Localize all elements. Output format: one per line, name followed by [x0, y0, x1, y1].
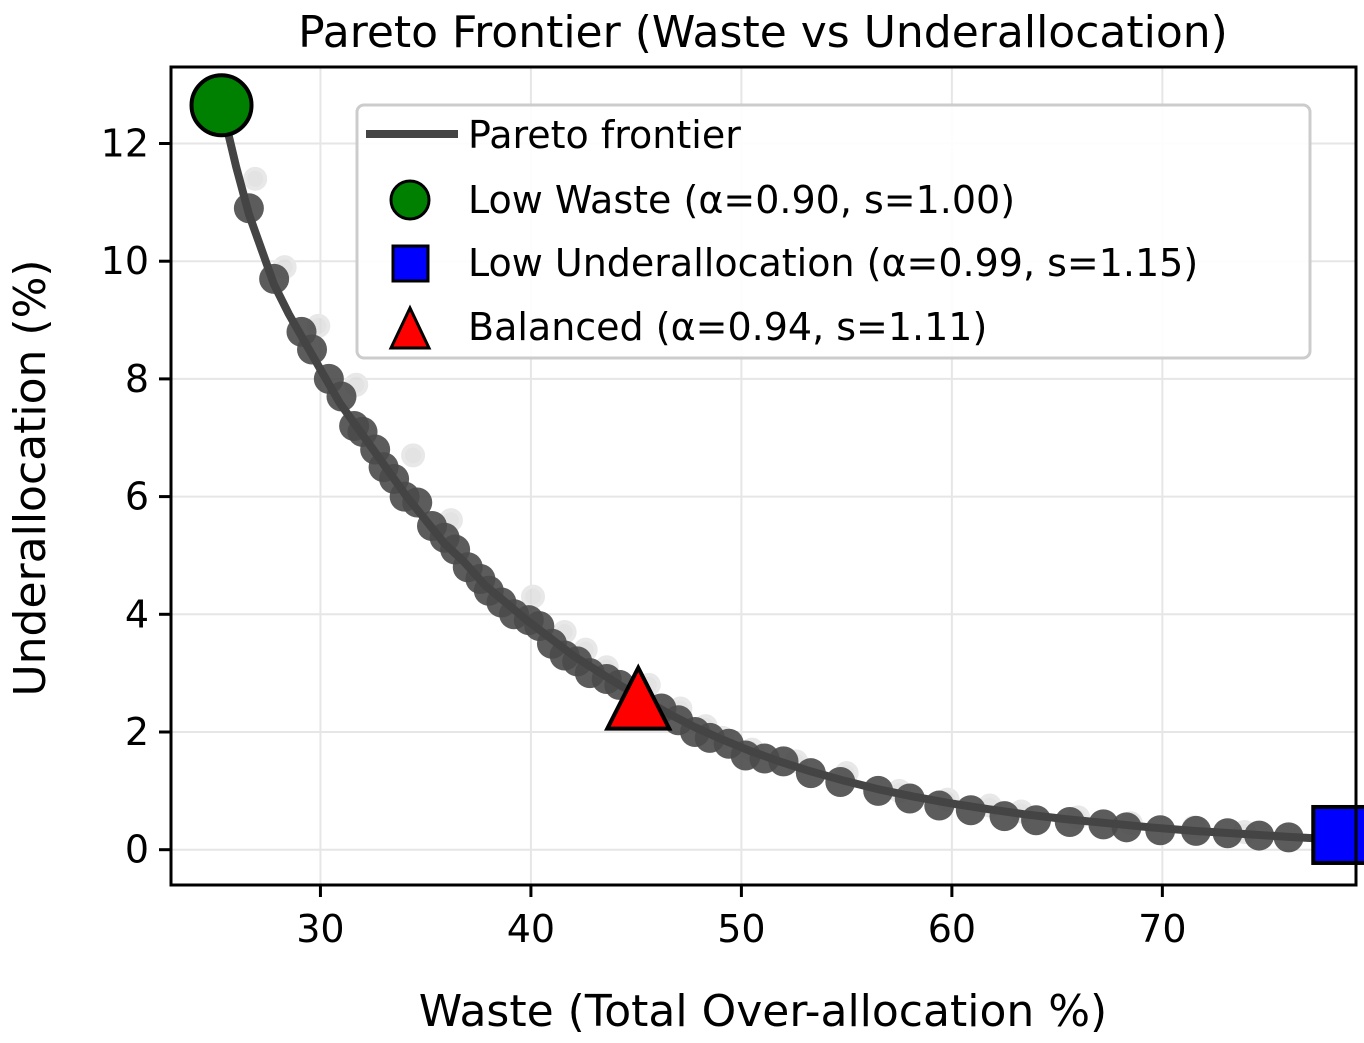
legend-swatch-square	[391, 244, 430, 283]
x-tick-label: 40	[507, 907, 555, 951]
x-axis-ticks: 30 40 50 60 70	[296, 885, 1187, 951]
y-tick-label: 0	[125, 828, 149, 872]
legend-label-frontier: Pareto frontier	[468, 113, 741, 157]
plot-frame	[169, 65, 1358, 887]
x-tick-label: 30	[296, 907, 344, 951]
legend: Pareto frontier Low Waste (α=0.90, s=1.0…	[355, 103, 1312, 360]
legend-swatch-circle	[389, 179, 431, 221]
low-waste-marker	[189, 73, 254, 138]
y-tick-label: 4	[125, 592, 149, 636]
y-tick-label: 12	[101, 122, 149, 166]
legend-label-low-underallocation: Low Underallocation (α=0.99, s=1.15)	[468, 241, 1198, 285]
dominated-point	[243, 166, 268, 191]
y-axis-ticks: 0 2 4 6 8 10 12	[101, 122, 171, 872]
legend-swatch-triangle	[388, 304, 432, 350]
y-tick-label: 6	[125, 475, 149, 519]
x-tick-label: 60	[928, 907, 976, 951]
dominated-point	[521, 584, 546, 609]
x-tick-label: 50	[717, 907, 765, 951]
x-tick-label: 70	[1138, 907, 1186, 951]
y-axis-label: Underallocation (%)	[5, 259, 56, 696]
dominated-point	[401, 443, 426, 468]
x-axis-label: Waste (Total Over-allocation %)	[419, 986, 1107, 1037]
y-tick-label: 8	[125, 357, 149, 401]
y-tick-label: 10	[101, 239, 149, 283]
chart-title: Pareto Frontier (Waste vs Underallocatio…	[298, 7, 1228, 58]
legend-label-low-waste: Low Waste (α=0.90, s=1.00)	[468, 178, 1015, 222]
legend-label-balanced: Balanced (α=0.94, s=1.11)	[468, 305, 987, 349]
y-tick-label: 2	[125, 710, 149, 754]
pareto-frontier-line	[219, 110, 1335, 844]
balanced-marker	[604, 663, 673, 731]
legend-box	[355, 103, 1312, 360]
